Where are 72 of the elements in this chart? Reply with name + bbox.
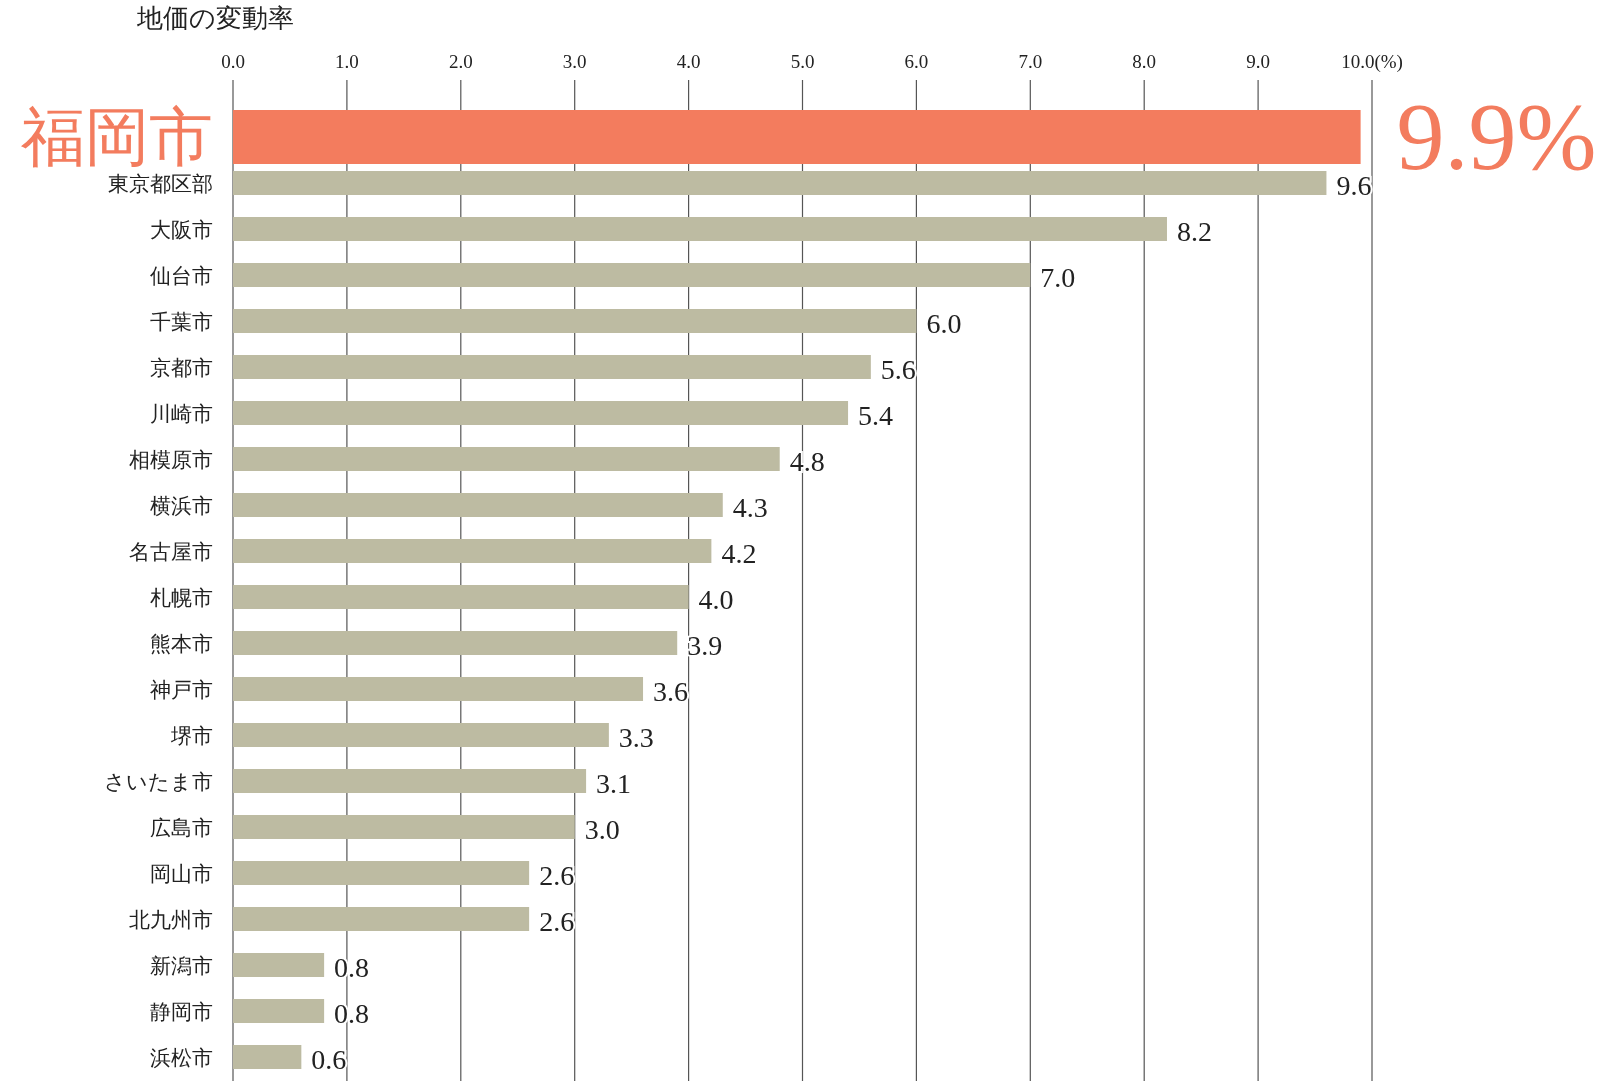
bar: [233, 447, 780, 471]
data-label: 7.0: [1040, 262, 1076, 293]
y-tick-label: 浜松市: [150, 1046, 213, 1070]
data-label: 3.1: [596, 768, 632, 799]
y-tick-label: 東京都区部: [108, 172, 213, 196]
y-tick-label: 岡山市: [150, 862, 213, 886]
bar: [233, 769, 587, 793]
bar: [233, 631, 678, 655]
x-tick-label: 6.0: [904, 51, 929, 72]
y-tick-label: 千葉市: [150, 310, 213, 334]
data-label: 5.4: [858, 400, 894, 431]
y-tick-label: 京都市: [150, 356, 213, 380]
bar: [233, 999, 325, 1023]
data-label: 3.6: [653, 676, 689, 707]
bar: [233, 401, 849, 425]
bar: [233, 677, 644, 701]
bar: [233, 1045, 302, 1069]
y-tick-label: 札幌市: [150, 586, 213, 610]
y-tick-label: 相模原市: [129, 448, 213, 472]
x-tick-label: 0.0: [221, 51, 245, 72]
y-tick-label: 静岡市: [150, 1000, 213, 1024]
x-tick-label: 3.0: [562, 51, 587, 72]
bar: [233, 539, 712, 563]
y-tick-label: 熊本市: [150, 632, 213, 656]
x-tick-label: 10.0(%): [1341, 51, 1403, 73]
data-label: 4.3: [732, 492, 768, 523]
y-tick-label: 北九州市: [129, 908, 213, 932]
data-label: 2.6: [539, 860, 575, 891]
y-tick-label: さいたま市: [104, 770, 213, 794]
y-tick-label: 大阪市: [150, 218, 213, 242]
bar: [233, 171, 1327, 195]
data-label: 5.6: [880, 354, 916, 385]
y-tick-label: 広島市: [150, 816, 213, 840]
data-label: 2.6: [539, 906, 575, 937]
y-tick-label: 川崎市: [150, 402, 213, 426]
data-label: 0.8: [334, 952, 370, 983]
y-tick-label: 神戸市: [150, 678, 213, 702]
x-tick-label: 1.0: [335, 51, 359, 72]
y-tick-label: 横浜市: [150, 494, 213, 518]
bar: [233, 585, 689, 609]
y-tick-label: 堺市: [170, 724, 213, 748]
x-tick-label: 8.0: [1132, 51, 1157, 72]
data-label: 3.0: [584, 814, 620, 845]
data-label: 4.0: [698, 584, 734, 615]
x-tick-label: 5.0: [790, 51, 815, 72]
y-tick-label: 福岡市: [21, 102, 213, 173]
data-label: 9.6: [1336, 170, 1372, 201]
bar: [233, 953, 325, 977]
bar: [233, 815, 575, 839]
data-label: 8.2: [1176, 216, 1212, 247]
bar: [233, 907, 530, 931]
data-label: 9.9%: [1396, 83, 1597, 190]
data-label: 0.6: [311, 1044, 347, 1075]
data-label: 0.8: [334, 998, 370, 1029]
y-tick-label: 名古屋市: [129, 540, 213, 564]
data-label: 3.3: [618, 722, 654, 753]
x-tick-label: 2.0: [448, 51, 473, 72]
x-tick-label: 4.0: [676, 51, 701, 72]
bar: [233, 263, 1031, 287]
y-tick-label: 仙台市: [150, 264, 213, 288]
data-label: 6.0: [926, 308, 962, 339]
x-tick-label: 7.0: [1018, 51, 1043, 72]
bar: [233, 217, 1167, 241]
chart-title: 地価の変動率: [136, 4, 294, 33]
x-tick-label: 9.0: [1246, 51, 1270, 72]
data-label: 4.2: [721, 538, 757, 569]
y-tick-label: 新潟市: [150, 954, 213, 978]
bar: [233, 861, 530, 885]
bar: [233, 493, 723, 517]
bar: [233, 309, 917, 333]
bar: [233, 355, 871, 379]
bar: [233, 723, 609, 747]
